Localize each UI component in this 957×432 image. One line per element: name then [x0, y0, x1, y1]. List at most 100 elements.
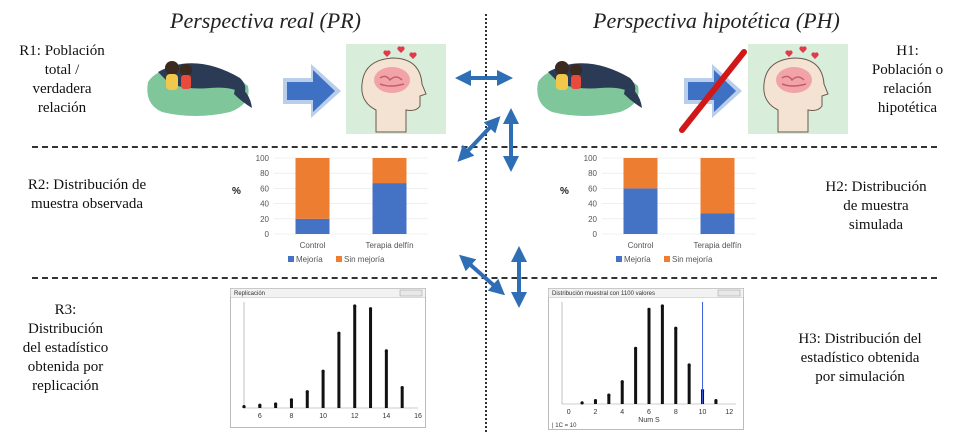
histogram-bar	[714, 400, 718, 404]
histogram-dot	[647, 307, 651, 311]
x-tick-label: 12	[351, 413, 359, 420]
histogram-dot	[353, 304, 357, 308]
histogram-dot	[580, 401, 584, 405]
histogram-dot	[258, 403, 262, 407]
histogram-bar	[660, 306, 664, 404]
stacked-bar-chart-observed: % 0 20 40 60 80 100 Control Terapia delfín Mejorí…	[232, 154, 428, 264]
legend-entry: Sin mejoría	[672, 255, 713, 264]
cross-out-mark	[679, 49, 747, 133]
bar-segment	[623, 158, 658, 189]
histogram-bar	[337, 333, 341, 408]
y-tick-label: 80	[260, 169, 269, 178]
histogram-title: Replicación	[234, 291, 265, 297]
bar-segment	[372, 183, 407, 234]
x-tick-label: 10	[319, 413, 327, 420]
histogram-frame	[230, 288, 426, 428]
histogram-bar	[289, 399, 293, 408]
histogram-dot	[274, 402, 278, 406]
brain-head-illustration-real	[346, 44, 446, 134]
bar-segment	[700, 213, 735, 234]
x-tick-label: 8	[290, 413, 294, 420]
bar-segment	[372, 158, 407, 184]
histogram-header	[548, 288, 744, 298]
histogram-dot	[400, 386, 404, 390]
block-arrow-real-icon	[283, 64, 341, 118]
y-tick-label: 20	[260, 215, 269, 224]
histogram-dot	[337, 331, 341, 335]
histogram-bar	[674, 328, 678, 404]
histogram-simulation: Distribución muestral con 1100 valores 0 2…	[548, 288, 744, 430]
histogram-dot	[634, 346, 638, 350]
x-tick-label: 10	[699, 409, 707, 416]
x-tick-label: 16	[414, 413, 422, 420]
x-tick-label: 2	[594, 409, 598, 416]
histogram-bar	[400, 387, 404, 408]
legend-entry: Mejoría	[296, 255, 323, 264]
histogram-dot	[660, 304, 664, 308]
x-tick-label: Terapia delfín	[365, 241, 413, 250]
y-tick-label: 0	[265, 230, 270, 239]
bar-segment	[700, 158, 735, 214]
y-tick-label: 60	[588, 184, 597, 193]
legend-entry: Sin mejoría	[344, 255, 385, 264]
y-tick-label: 80	[588, 169, 597, 178]
label-h3: H3: Distribución del estadístico obtenida…	[798, 331, 922, 385]
stacked-bar-chart-simulated: % 0 20 40 60 80 100 Control Terapia delfín Mejorí…	[560, 154, 756, 264]
y-tick-label: 100	[256, 154, 270, 163]
histogram-frame	[548, 288, 744, 430]
label-r3: R3: Distribución del estadístico obtenida p…	[22, 302, 109, 394]
label-r1: R1: Población total / verdadera relación	[19, 43, 105, 116]
histogram-bar	[687, 365, 691, 404]
histogram-bar	[634, 348, 638, 404]
x-tick-label: 6	[647, 409, 651, 416]
histogram-title: Distribución muestral con 1100 valores	[552, 291, 655, 297]
x-tick-label: 0	[567, 409, 571, 416]
legend-entry: Mejoría	[624, 255, 651, 264]
x-tick-label: Terapia delfín	[693, 241, 741, 250]
legend-swatch	[336, 256, 342, 262]
x-tick-label: Control	[300, 241, 326, 250]
y-axis-label: %	[232, 186, 241, 197]
dolphin-swim-illustration-hypo	[537, 61, 642, 116]
histogram-bar	[607, 395, 611, 404]
y-tick-label: 40	[260, 200, 269, 209]
label-r2: R2: Distribución de muestra observada	[27, 177, 147, 212]
histogram-header-button	[399, 289, 423, 297]
bar-segment	[295, 218, 330, 234]
histogram-dot	[674, 326, 678, 330]
histogram-dot	[289, 398, 294, 402]
histogram-dot	[384, 349, 388, 353]
x-tick-label: 14	[382, 413, 390, 420]
histogram-bar	[305, 391, 309, 408]
y-tick-label: 100	[584, 154, 598, 163]
x-axis-label: Num S	[638, 417, 660, 424]
label-h2: H2: Distribución de muestra simulada	[825, 179, 927, 233]
histogram-dot	[607, 393, 611, 397]
histogram-bar	[369, 308, 373, 408]
histogram-dot	[620, 380, 624, 384]
histogram-dot	[305, 390, 309, 394]
y-tick-label: 60	[260, 184, 269, 193]
title-real-perspective: Perspectiva real (PR)	[170, 8, 361, 33]
bar-segment	[623, 188, 658, 234]
histogram-dot	[714, 399, 718, 403]
x-tick-label: 12	[725, 409, 733, 416]
separator-vertical	[485, 14, 487, 432]
legend-swatch	[616, 256, 622, 262]
x-tick-label: 8	[674, 409, 678, 416]
histogram-bar	[274, 403, 278, 408]
bar-segment	[295, 158, 330, 219]
histogram-dot	[321, 369, 325, 373]
x-tick-label: 6	[258, 413, 262, 420]
histogram-bar	[593, 400, 597, 404]
histogram-dot	[368, 307, 373, 311]
y-axis-label: %	[560, 186, 569, 197]
histogram-footer: | 1C = 10	[552, 423, 577, 429]
dolphin-swim-illustration-real	[147, 61, 252, 116]
histogram-dot	[242, 405, 246, 409]
legend-swatch	[664, 256, 670, 262]
double-arrow-icons	[455, 70, 527, 308]
histogram-bar	[647, 309, 651, 404]
brain-head-illustration-hypo	[748, 44, 848, 134]
histogram-bar	[353, 306, 357, 408]
